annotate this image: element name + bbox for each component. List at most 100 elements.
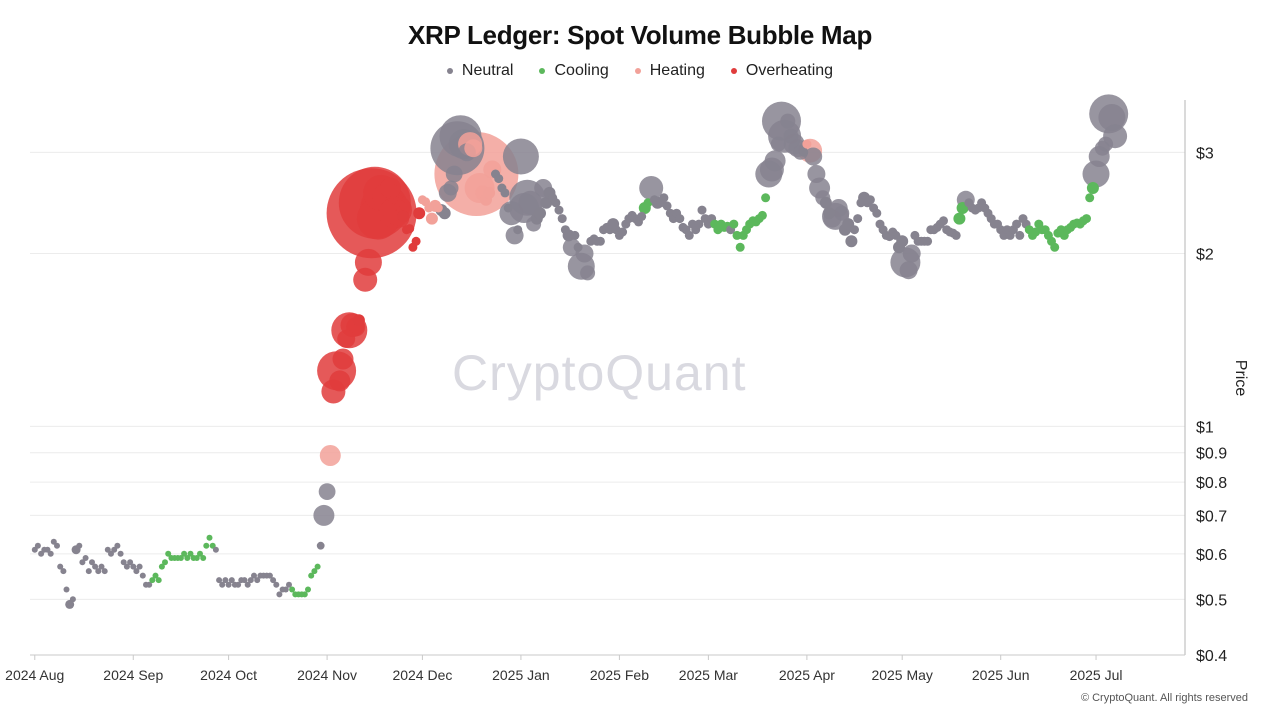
bubble-neutral[interactable]	[69, 596, 76, 603]
bubble-neutral[interactable]	[282, 586, 289, 593]
bubble-neutral[interactable]	[216, 577, 223, 584]
bubble-overheating[interactable]	[405, 224, 415, 234]
bubble-neutral[interactable]	[834, 205, 850, 221]
bubble-neutral[interactable]	[845, 235, 858, 248]
bubble-neutral[interactable]	[639, 176, 664, 200]
bubble-neutral[interactable]	[85, 568, 92, 575]
bubble-neutral[interactable]	[254, 577, 261, 584]
bubble-neutral[interactable]	[534, 207, 546, 220]
bubble-neutral[interactable]	[865, 195, 875, 205]
bubble-neutral[interactable]	[551, 198, 561, 208]
bubble-neutral[interactable]	[939, 216, 948, 226]
bubble-neutral[interactable]	[513, 225, 523, 235]
bubble-neutral[interactable]	[951, 230, 961, 240]
bubble-neutral[interactable]	[675, 214, 685, 224]
bubble-neutral[interactable]	[114, 542, 121, 549]
bubble-cooling[interactable]	[953, 212, 966, 225]
bubble-neutral[interactable]	[764, 150, 786, 172]
bubble-cooling[interactable]	[177, 555, 184, 561]
bubble-neutral[interactable]	[502, 138, 539, 175]
bubble-cooling[interactable]	[200, 555, 207, 561]
bubble-neutral[interactable]	[1012, 219, 1022, 229]
bubble-neutral[interactable]	[98, 563, 105, 570]
bubble-neutral[interactable]	[500, 188, 510, 198]
bubble-neutral[interactable]	[494, 174, 504, 184]
bubble-neutral[interactable]	[222, 577, 229, 584]
bubble-neutral[interactable]	[251, 572, 257, 579]
bubble-neutral[interactable]	[65, 599, 75, 609]
bubble-neutral[interactable]	[318, 483, 336, 500]
bubble-neutral[interactable]	[228, 577, 235, 584]
bubble-heating[interactable]	[433, 203, 443, 213]
bubble-neutral[interactable]	[807, 165, 826, 183]
bubble-cooling[interactable]	[732, 230, 742, 240]
bubble-cooling[interactable]	[203, 542, 210, 549]
bubble-neutral[interactable]	[120, 559, 127, 566]
bubble-neutral[interactable]	[235, 581, 242, 588]
bubble-neutral[interactable]	[101, 568, 108, 575]
bubble-neutral[interactable]	[770, 136, 786, 152]
bubble-neutral[interactable]	[50, 538, 57, 545]
bubble-neutral[interactable]	[637, 211, 647, 221]
bubble-cooling[interactable]	[761, 193, 771, 203]
bubble-neutral[interactable]	[503, 203, 513, 213]
bubble-heating[interactable]	[425, 212, 438, 225]
bubble-neutral[interactable]	[127, 559, 134, 566]
bubble-overheating[interactable]	[329, 370, 351, 392]
bubble-neutral[interactable]	[60, 568, 67, 575]
bubble-overheating[interactable]	[353, 267, 378, 292]
bubble-cooling[interactable]	[184, 555, 191, 561]
bubble-neutral[interactable]	[34, 542, 41, 549]
bubble-neutral[interactable]	[219, 581, 226, 588]
bubble-neutral[interactable]	[856, 198, 866, 208]
bubble-cooling[interactable]	[289, 586, 296, 593]
bubble-neutral[interactable]	[108, 550, 114, 557]
legend-item-cooling[interactable]: Cooling	[539, 62, 609, 80]
bubble-neutral[interactable]	[247, 577, 254, 584]
bubble-neutral[interactable]	[1098, 136, 1114, 152]
bubble-neutral[interactable]	[270, 577, 277, 584]
bubble-cooling[interactable]	[305, 586, 311, 593]
bubble-neutral[interactable]	[445, 165, 463, 183]
bubble-neutral[interactable]	[595, 236, 605, 246]
bubble-neutral[interactable]	[783, 128, 799, 144]
bubble-neutral[interactable]	[1098, 104, 1126, 131]
bubble-neutral[interactable]	[92, 563, 99, 570]
bubble-neutral[interactable]	[316, 541, 325, 550]
bubble-neutral[interactable]	[580, 265, 596, 281]
bubble-heating[interactable]	[464, 139, 483, 158]
bubble-neutral[interactable]	[95, 568, 102, 575]
bubble-neutral[interactable]	[57, 563, 64, 570]
bubble-neutral[interactable]	[780, 113, 796, 129]
bubble-neutral[interactable]	[662, 201, 672, 211]
bubble-cooling[interactable]	[1085, 193, 1095, 203]
bubble-neutral[interactable]	[923, 236, 933, 246]
bubble-overheating[interactable]	[413, 207, 426, 220]
bubble-neutral[interactable]	[89, 559, 95, 566]
bubble-neutral[interactable]	[133, 568, 140, 575]
bubble-neutral[interactable]	[804, 147, 823, 166]
bubble-neutral[interactable]	[819, 196, 832, 209]
bubble-heating[interactable]	[319, 445, 341, 466]
bubble-neutral[interactable]	[823, 207, 836, 220]
bubble-cooling[interactable]	[165, 550, 172, 557]
bubble-neutral[interactable]	[286, 581, 292, 588]
bubble-cooling[interactable]	[1082, 214, 1091, 224]
bubble-cooling[interactable]	[155, 577, 162, 584]
bubble-neutral[interactable]	[225, 581, 232, 588]
bubble-neutral[interactable]	[872, 208, 882, 218]
bubble-neutral[interactable]	[560, 225, 570, 235]
bubble-neutral[interactable]	[136, 563, 143, 570]
bubble-neutral[interactable]	[313, 504, 335, 526]
bubble-neutral[interactable]	[1015, 230, 1025, 240]
bubble-neutral[interactable]	[266, 572, 273, 579]
bubble-overheating[interactable]	[337, 329, 356, 348]
bubble-neutral[interactable]	[850, 225, 859, 235]
bubble-neutral[interactable]	[44, 546, 51, 553]
bubble-overheating[interactable]	[332, 348, 354, 370]
bubble-neutral[interactable]	[799, 147, 809, 157]
bubble-neutral[interactable]	[82, 555, 89, 561]
bubble-cooling[interactable]	[1050, 242, 1060, 252]
legend-item-heating[interactable]: Heating	[634, 62, 705, 80]
bubble-neutral[interactable]	[605, 225, 615, 235]
